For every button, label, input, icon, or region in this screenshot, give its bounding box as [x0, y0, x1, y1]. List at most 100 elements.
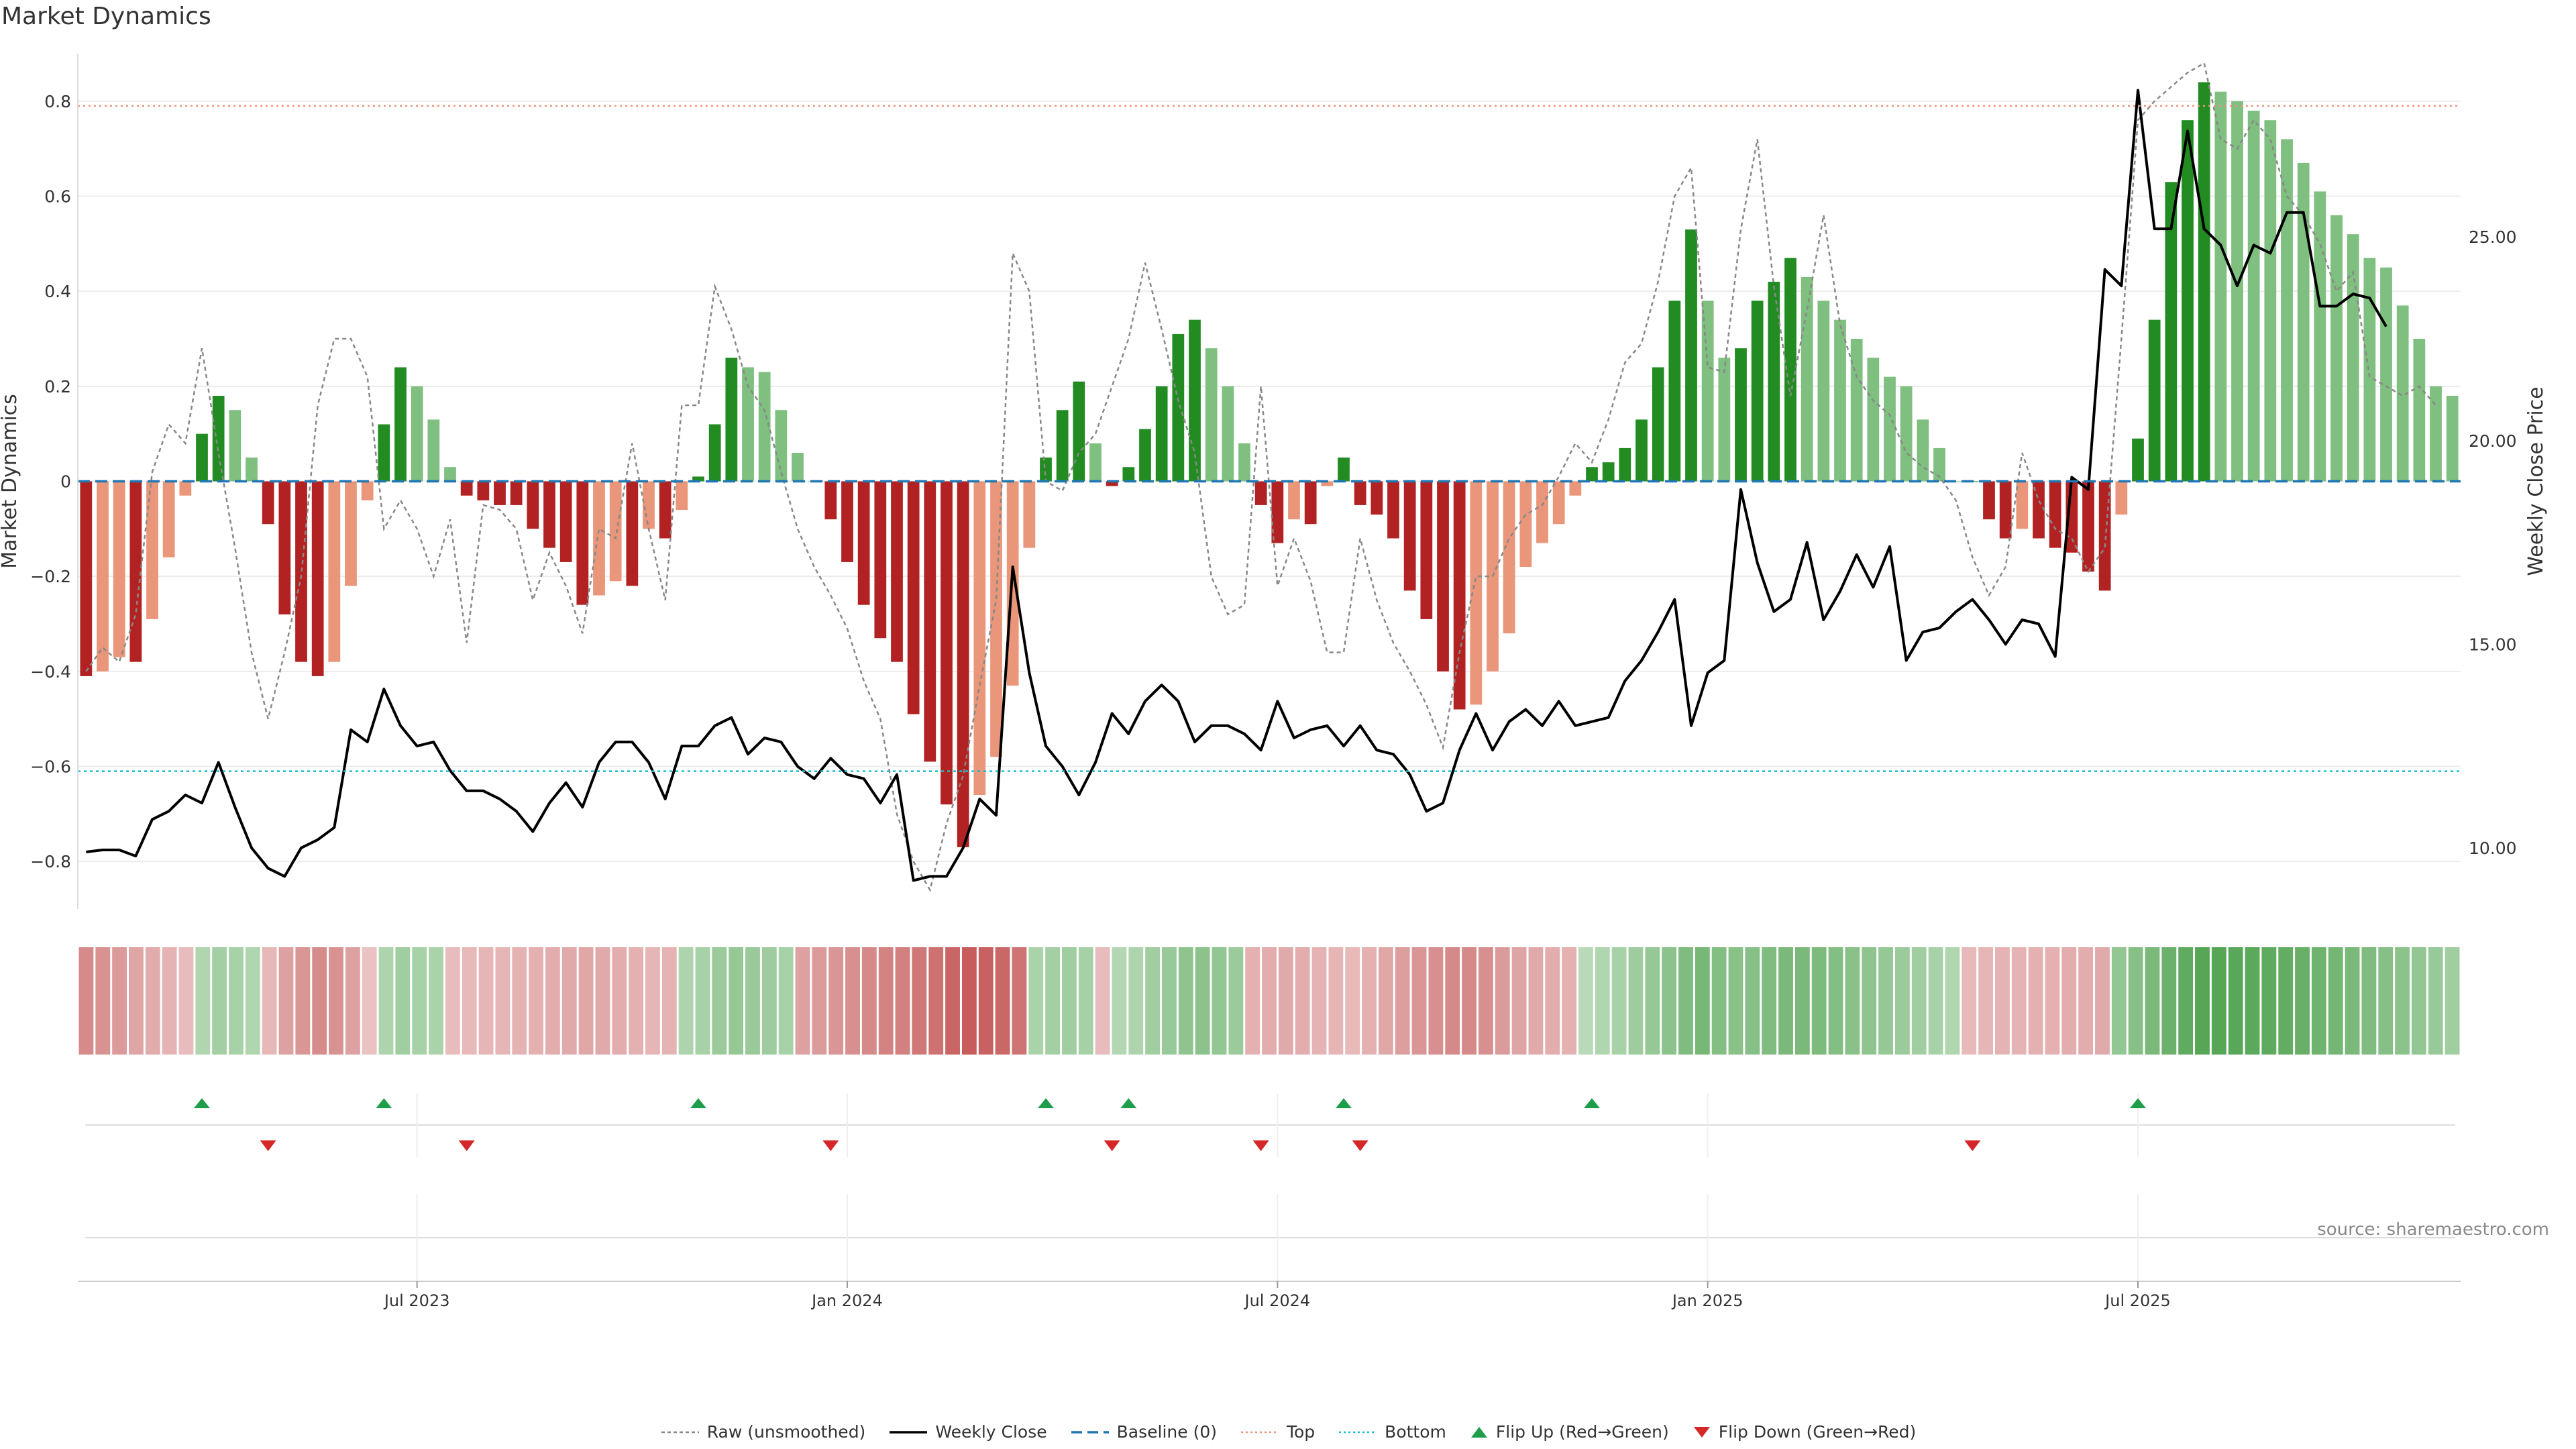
heat-cell	[1628, 947, 1644, 1055]
flip-up-marker	[376, 1098, 392, 1108]
heat-cell	[1095, 947, 1110, 1055]
dynamics-bar	[1073, 381, 1085, 482]
heat-cell	[2045, 947, 2060, 1055]
heat-cell	[395, 947, 411, 1055]
dynamics-bar	[2264, 120, 2277, 482]
source-note: source: sharemaestro.com	[2317, 1220, 2549, 1240]
heat-cell	[2178, 947, 2194, 1055]
heat-cell	[178, 947, 194, 1055]
heat-cell	[1128, 947, 1144, 1055]
dynamics-bar	[311, 481, 324, 676]
heat-cell	[812, 947, 827, 1055]
heat-cell	[1295, 947, 1310, 1055]
heat-cell	[2128, 947, 2143, 1055]
heat-cell	[1911, 947, 1927, 1055]
heat-cell	[245, 947, 260, 1055]
dynamics-bar	[2165, 182, 2178, 482]
dynamics-bar	[1122, 467, 1135, 482]
y2-tick-label: 20.00	[2469, 431, 2517, 451]
heat-cell	[129, 947, 144, 1055]
legend-item-bottom: Bottom	[1338, 1422, 1446, 1442]
gridlines	[78, 100, 2461, 863]
heat-cell	[1611, 947, 1627, 1055]
dynamics-bar	[1321, 481, 1334, 486]
dynamics-bar	[1271, 481, 1284, 543]
heat-cell	[1728, 947, 1743, 1055]
dynamics-bar	[196, 433, 208, 482]
dynamics-bar	[460, 481, 473, 496]
heat-cell	[1162, 947, 1177, 1055]
heat-cell	[2111, 947, 2127, 1055]
heat-cell	[1462, 947, 1477, 1055]
flip-up-marker	[1336, 1098, 1352, 1108]
heat-cell	[412, 947, 427, 1055]
heat-cell	[1328, 947, 1344, 1055]
dynamics-bar	[742, 367, 754, 482]
dynamics-bar	[2148, 319, 2161, 482]
heat-cell	[1662, 947, 1677, 1055]
heat-cell	[2378, 947, 2394, 1055]
dynamics-bar	[1586, 467, 1598, 482]
dynamics-bar	[609, 481, 622, 582]
heat-cell	[1212, 947, 1227, 1055]
heat-cell	[895, 947, 910, 1055]
legend-item-flip-down: Flip Down (Green→Red)	[1692, 1422, 1916, 1442]
flip-up-marker	[2130, 1098, 2146, 1108]
heat-cell	[1062, 947, 1077, 1055]
legend-label-top: Top	[1286, 1422, 1316, 1442]
dynamics-bar	[345, 481, 357, 586]
flip-down-marker	[1964, 1140, 1981, 1151]
heat-cell	[2011, 947, 2027, 1055]
heat-cell	[1511, 947, 1527, 1055]
flip-down-marker	[822, 1140, 839, 1151]
heat-cell	[462, 947, 477, 1055]
heat-cell	[445, 947, 460, 1055]
dynamics-bar	[146, 481, 158, 619]
dynamics-bar	[444, 467, 456, 482]
series-lines	[85, 62, 2436, 892]
legend-label-close: Weekly Close	[935, 1422, 1047, 1442]
dynamics-bar	[295, 481, 307, 662]
dynamics-bar	[2049, 481, 2061, 548]
dynamics-bar	[1056, 410, 1069, 482]
dynamics-bar	[1635, 419, 1648, 482]
dynamics-bar	[543, 481, 555, 548]
dynamics-bar	[1338, 458, 1350, 482]
dynamics-bar	[708, 424, 721, 482]
heat-cell	[1995, 947, 2010, 1055]
chart-title: Market Dynamics	[1, 3, 211, 30]
heat-cell	[1778, 947, 1793, 1055]
dynamics-bar	[1023, 481, 1036, 548]
heat-cell	[495, 947, 511, 1055]
heat-cell	[1012, 947, 1027, 1055]
heat-cell	[1794, 947, 1810, 1055]
heat-cell	[1745, 947, 1760, 1055]
legend: Raw (unsmoothed) Weekly Close Baseline (…	[0, 1422, 2576, 1442]
dynamics-bar	[1519, 481, 1532, 567]
dynamics-bar	[1420, 481, 1433, 619]
dynamics-bar	[924, 481, 936, 762]
dynamics-bar	[1685, 229, 1697, 482]
flip-up-marker	[1038, 1098, 1054, 1108]
heat-cell	[2311, 947, 2326, 1055]
heat-cell	[712, 947, 727, 1055]
heat-cell	[1445, 947, 1460, 1055]
y-tick-label: 0.2	[44, 377, 71, 396]
heat-cell	[329, 947, 343, 1055]
dynamics-bar	[2098, 481, 2111, 591]
legend-item-baseline: Baseline (0)	[1070, 1422, 1217, 1442]
dynamics-bar	[1254, 481, 1267, 505]
dynamics-bar	[1668, 301, 1681, 482]
heat-cell	[2328, 947, 2343, 1055]
x-tick-label: Jul 2025	[2104, 1291, 2171, 1310]
heat-cell	[1195, 947, 1210, 1055]
dynamics-bar	[1288, 481, 1300, 520]
dynamics-bar	[659, 481, 672, 539]
heat-cell	[262, 947, 277, 1055]
heat-cell	[1411, 947, 1427, 1055]
heat-cell	[1562, 947, 1577, 1055]
dynamics-bar	[1354, 481, 1366, 505]
dynamics-bar	[692, 476, 704, 482]
heat-cell	[2078, 947, 2094, 1055]
dynamics-bar	[1850, 339, 1863, 482]
